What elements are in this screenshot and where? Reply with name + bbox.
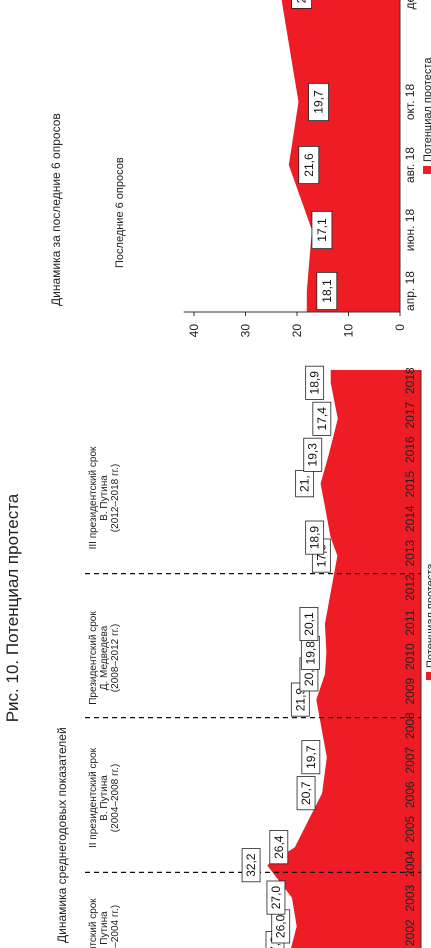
data-label-box <box>312 401 332 436</box>
data-label-box <box>305 365 325 400</box>
period-label: ентский срок <box>88 898 99 948</box>
data-label-box <box>266 880 286 915</box>
x-tick-label: 2002 <box>403 919 417 946</box>
data-label: 26,0 <box>274 914 288 938</box>
data-label-box <box>269 830 289 865</box>
legend-swatch <box>426 672 431 680</box>
legend-label: Потенциал протеста <box>425 563 431 668</box>
annual-chart: Динамика среднегодовых показателей 2002 2… <box>55 365 431 948</box>
y-tick-label: 40 <box>187 324 201 338</box>
area-series-protest <box>267 370 421 948</box>
y-tick-label: 0 <box>393 324 407 331</box>
data-label: 19,8 <box>303 641 317 665</box>
x-tick-label: дек <box>403 0 417 9</box>
x-tick-label: 2009 <box>403 677 417 704</box>
x-tick-label: 2005 <box>403 815 417 842</box>
x-tick-label: 2016 <box>403 436 417 463</box>
x-tick-label: 2012 <box>403 574 417 601</box>
period-label: (2008–2012 гг.) <box>110 624 121 692</box>
data-label: 20,7 <box>299 781 313 805</box>
data-label: 19,3 <box>306 443 320 467</box>
legend-label: Потенциал протеста <box>422 57 431 162</box>
area-series-recent <box>281 0 400 312</box>
data-label: 2 <box>295 0 309 3</box>
legend-swatch <box>423 166 431 174</box>
x-tick-label: 2014 <box>403 505 417 532</box>
period-label: )–2004 гг.) <box>110 905 121 948</box>
data-label-box <box>301 740 321 775</box>
y-tick-label: 10 <box>342 324 356 338</box>
data-label: 21,6 <box>302 153 316 177</box>
data-label: 17,4 <box>315 407 329 431</box>
recent-chart: Динамика за последние 6 опросов Последни… <box>49 0 431 337</box>
x-tick-label: апр. 18 <box>403 271 417 311</box>
x-tick-label: авг. 18 <box>403 147 417 183</box>
x-tick-label: 2011 <box>403 609 417 635</box>
data-label-box <box>296 776 316 811</box>
recent-chart-subtitle: Последние 6 опросов <box>114 157 126 268</box>
period-label: В. Путина <box>99 775 110 821</box>
period-label: (2004–2008 гг.) <box>110 764 121 832</box>
data-label: 17,1 <box>315 218 329 242</box>
x-tick-label: 2006 <box>403 781 417 808</box>
data-label-box <box>311 210 333 249</box>
data-label-box <box>241 848 261 883</box>
annual-chart-title: Динамика среднегодовых показателей <box>55 727 69 943</box>
data-label: 27,0 <box>269 886 283 910</box>
x-tick-label: 2013 <box>403 539 417 566</box>
data-label: 21,9 <box>293 688 307 712</box>
data-label: 19,7 <box>312 90 326 114</box>
data-label: 32,2 <box>244 853 258 877</box>
data-label-box <box>303 437 323 472</box>
period-label: II президентский срок <box>88 747 99 848</box>
data-label-box <box>299 607 319 642</box>
x-tick-label: 2015 <box>403 470 417 497</box>
x-tick-label: окт. 18 <box>403 84 417 121</box>
x-tick-label: 2008 <box>403 712 417 739</box>
x-tick-label: 2017 <box>403 401 417 428</box>
x-tick-label: 2003 <box>403 884 417 911</box>
x-tick-label: 2007 <box>403 746 417 773</box>
data-label: 20,1 <box>302 612 316 636</box>
period-label: III президентский срок <box>88 446 99 549</box>
period-label: Президентский срок <box>88 611 99 705</box>
data-label: 18,1 <box>320 279 334 303</box>
data-label-box <box>305 520 325 555</box>
data-label-box <box>316 271 338 310</box>
x-tick-label: июн. 18 <box>403 209 417 252</box>
data-label-box <box>308 82 329 121</box>
data-label: 19,7 <box>304 745 318 769</box>
data-label-box <box>291 0 312 9</box>
period-label: Д. Медведева <box>99 625 110 690</box>
data-label-box <box>298 145 320 184</box>
period-label: В. Путина <box>99 475 110 521</box>
data-label: 26,4 <box>272 835 286 859</box>
data-label: 18,9 <box>308 526 322 550</box>
period-label: Путина <box>99 911 110 945</box>
data-label: 18,9 <box>308 371 322 395</box>
x-tick-label: 2010 <box>403 643 417 670</box>
x-tick-label: 2004 <box>403 850 417 877</box>
figure-title: Рис. 10. Потенциал протеста <box>3 493 22 722</box>
recent-chart-title: Динамика за последние 6 опросов <box>49 113 63 306</box>
x-tick-label: 2018 <box>403 367 417 394</box>
y-tick-label: 20 <box>290 324 304 338</box>
y-tick-label: 30 <box>239 324 253 338</box>
period-label: (2012–2018 гг.) <box>110 464 121 532</box>
data-label: 21, <box>298 475 312 492</box>
